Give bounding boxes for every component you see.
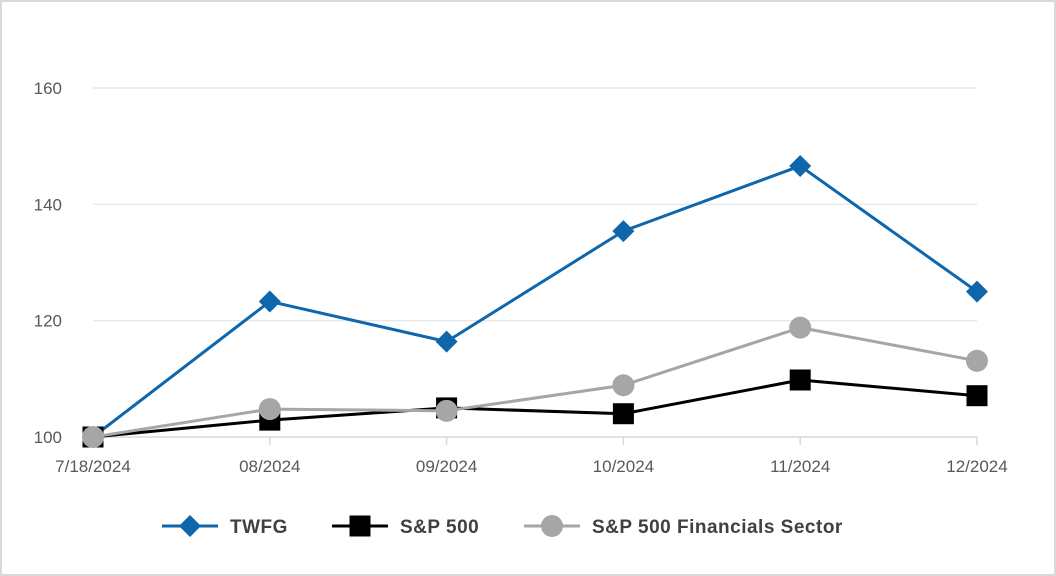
legend-item: TWFG (162, 515, 288, 538)
x-axis (92, 436, 978, 445)
data-point (82, 426, 104, 448)
x-axis-tick-labels: 7/18/2024 08/2024 09/2024 10/2024 11/2024 12/… (55, 457, 1008, 476)
x-tick-label: 11/2024 (770, 457, 830, 476)
legend-marker (349, 515, 371, 537)
y-tick-label: 140 (34, 195, 62, 214)
x-tick-label: 12/2024 (946, 457, 1007, 476)
data-point (612, 374, 635, 397)
series-s-p-500-financials-sector (82, 316, 988, 448)
gridlines (93, 87, 977, 322)
data-point (258, 290, 281, 313)
legend-item: S&P 500 Financials Sector (524, 515, 843, 538)
legend-item: S&P 500 (332, 515, 479, 538)
data-point (435, 330, 458, 353)
series-line (92, 326, 978, 439)
series-line (92, 164, 978, 439)
legend-label: S&P 500 (400, 517, 479, 538)
data-point (789, 316, 812, 339)
legend: TWFG S&P 500 S&P 500 Financials Sector (162, 515, 843, 538)
series-line (92, 378, 978, 439)
data-point (966, 349, 988, 372)
y-tick-label: 100 (34, 428, 62, 447)
y-tick-label: 120 (34, 312, 62, 331)
data-point (435, 399, 458, 422)
x-tick-label: 09/2024 (416, 457, 477, 476)
data-point (789, 154, 812, 177)
series-s-p-500 (82, 369, 988, 448)
data-point (966, 385, 988, 407)
data-point (789, 369, 811, 391)
series-group (82, 154, 988, 448)
x-tick-label: 08/2024 (239, 457, 300, 476)
legend-label: TWFG (230, 517, 288, 538)
data-point (966, 280, 988, 303)
y-axis-tick-labels: 100 120 140 160 (34, 79, 62, 447)
series-twfg (82, 154, 988, 448)
data-point (612, 220, 635, 243)
legend-marker (179, 515, 201, 537)
y-tick-label: 160 (34, 79, 62, 98)
legend-marker (541, 515, 563, 537)
legend-label: S&P 500 Financials Sector (592, 517, 843, 538)
data-point (258, 398, 281, 421)
data-point (612, 403, 634, 425)
x-tick-label: 10/2024 (593, 457, 654, 476)
x-tick-label: 7/18/2024 (55, 457, 131, 476)
